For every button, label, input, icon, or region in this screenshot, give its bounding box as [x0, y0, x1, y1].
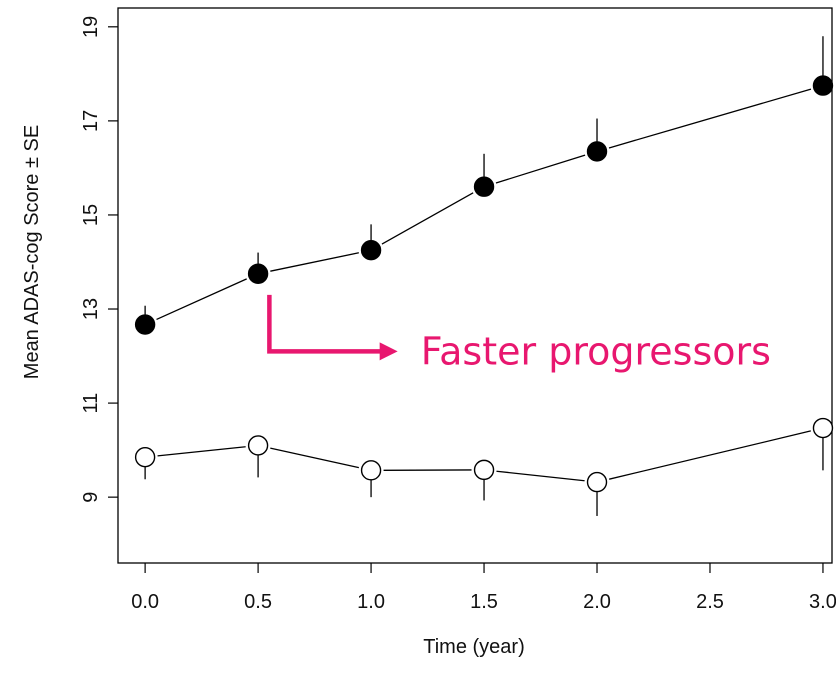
data-point-open	[586, 471, 608, 493]
y-tick-label: 15	[80, 204, 102, 226]
annotation-text: Faster progressors	[421, 329, 771, 373]
y-tick-label: 19	[80, 16, 102, 38]
x-tick-label: 0.0	[131, 591, 159, 613]
data-point-open	[134, 446, 156, 468]
data-points	[134, 75, 834, 493]
x-axis: 0.0 0.5 1.0 1.5 2.0 2.5 3.0	[131, 563, 836, 613]
y-tick-label: 13	[80, 298, 102, 320]
x-tick-label: 0.5	[244, 591, 272, 613]
x-tick-label: 2.5	[696, 591, 724, 613]
annotation-arrowhead	[379, 342, 398, 361]
data-point-open	[473, 459, 495, 481]
series-lines	[156, 88, 812, 482]
series-line-segment	[381, 192, 474, 245]
data-point-filled	[473, 176, 495, 197]
x-tick-label: 3.0	[809, 591, 836, 613]
y-tick-label: 17	[80, 110, 102, 132]
data-point-filled	[360, 240, 382, 261]
x-axis-label: Time (year)	[423, 636, 524, 658]
series-line-segment	[270, 252, 359, 272]
y-tick-label: 9	[80, 492, 102, 503]
data-point-open	[247, 435, 269, 456]
plot-frame-group	[117, 7, 833, 564]
series-line-segment	[609, 430, 811, 480]
series-line-segment	[157, 446, 246, 457]
plot-frame	[117, 7, 833, 564]
y-axis-label: Mean ADAS-cog Score ± SE	[21, 125, 43, 379]
annotation-arrow-shaft	[267, 294, 384, 354]
data-point-open	[812, 417, 834, 439]
series-line-segment	[496, 470, 585, 482]
x-tick-label: 1.0	[357, 591, 385, 613]
data-point-filled	[247, 263, 269, 284]
x-tick-label: 2.0	[583, 591, 611, 613]
error-bars	[144, 36, 824, 516]
series-line-segment	[156, 278, 247, 321]
annotation-group: Faster progressors	[267, 294, 771, 373]
data-point-filled	[134, 314, 156, 335]
series-line-segment	[608, 88, 812, 149]
data-point-filled	[812, 75, 834, 96]
y-tick-label: 11	[80, 393, 102, 414]
series-line-segment	[270, 447, 359, 469]
y-axis: 9 11 13 15 17 19	[80, 16, 118, 503]
data-point-open	[360, 460, 382, 481]
x-tick-label: 1.5	[470, 591, 498, 613]
series-line-segment	[495, 154, 586, 184]
data-point-filled	[586, 141, 608, 162]
